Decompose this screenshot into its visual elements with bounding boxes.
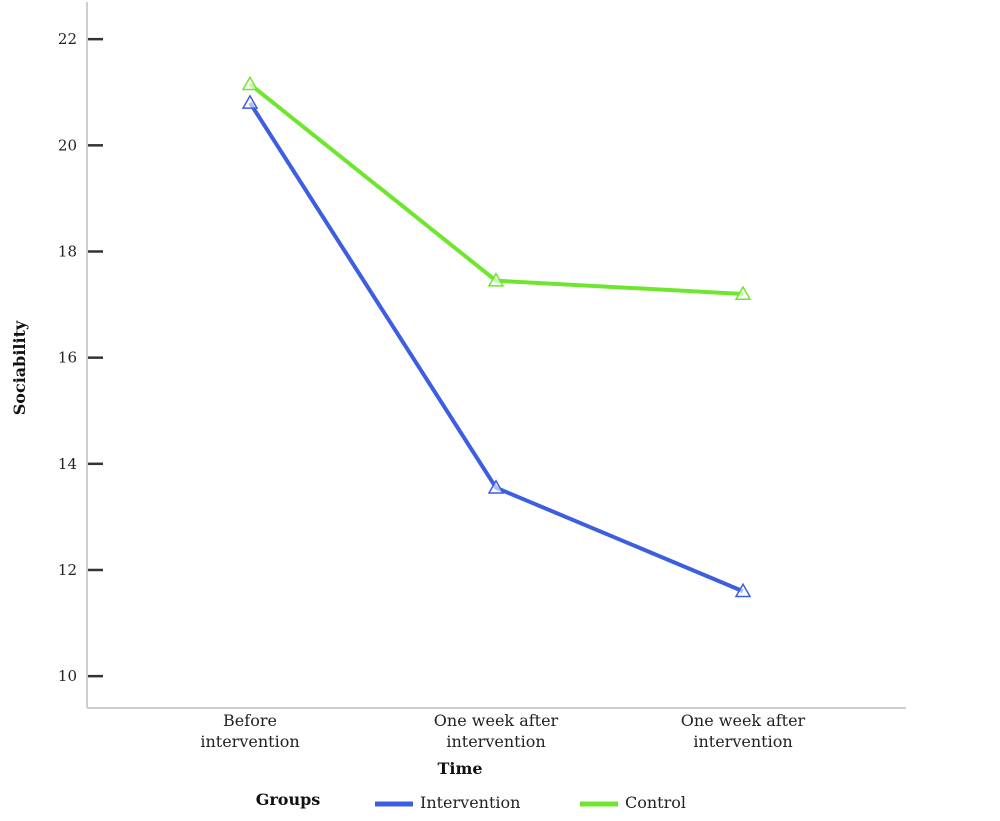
series-line-intervention [248,101,744,594]
marker-intervention [241,94,259,109]
y-tick-label: 18 [58,242,77,260]
legend-label-control: Control [625,793,686,812]
x-category-label-line: One week after [681,711,806,730]
legend-title: Groups [256,790,321,809]
series-line-control [248,82,744,296]
marker-control [734,285,752,300]
legend-label-intervention: Intervention [420,793,520,812]
x-category-label-line: intervention [446,732,545,751]
x-category-label: Before intervention [200,711,299,751]
marker-control [241,75,259,91]
x-category-label: One week after intervention [681,711,806,751]
series-lines [248,82,744,594]
legend-item-intervention: Intervention [375,793,520,812]
marker-intervention [734,582,752,598]
y-axis-title: Sociability [10,320,29,415]
y-ticks: 10 12 14 16 18 20 22 [58,30,103,685]
x-axis-title: Time [437,759,482,778]
y-tick-label: 12 [58,561,77,579]
y-tick-label: 10 [58,667,77,685]
x-category-label-line: One week after [434,711,559,730]
y-tick-label: 16 [58,349,77,367]
axes [86,2,906,709]
legend-items: Intervention Control [375,793,686,812]
y-tick-label: 22 [58,30,77,48]
x-category-label-line: intervention [693,732,792,751]
x-category-label-line: Before [223,711,277,730]
legend: Groups Intervention Control [256,790,686,812]
legend-item-control: Control [580,793,686,812]
marker-intervention [487,479,505,494]
y-tick-label: 14 [58,455,77,473]
y-tick-label: 20 [58,136,77,154]
x-category-label: One week after intervention [434,711,559,751]
marker-control [487,272,505,287]
x-category-label-line: intervention [200,732,299,751]
x-category-labels: Before intervention One week after interven… [200,711,805,751]
series-markers [241,75,752,598]
